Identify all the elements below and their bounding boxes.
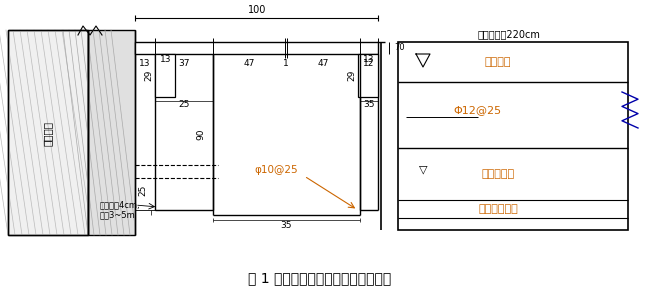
Text: 90: 90 xyxy=(196,129,205,140)
Text: 12: 12 xyxy=(363,59,375,68)
Text: 内轨顶面: 内轨顶面 xyxy=(485,57,511,67)
Text: 25: 25 xyxy=(139,184,148,196)
Bar xyxy=(398,42,628,230)
Text: 47: 47 xyxy=(317,59,329,68)
Text: ▽: ▽ xyxy=(419,164,427,174)
Text: 35: 35 xyxy=(281,220,292,229)
Bar xyxy=(8,30,88,235)
Text: 无砟轨道垫层: 无砟轨道垫层 xyxy=(478,204,518,214)
Text: 70: 70 xyxy=(394,44,404,52)
Text: 47: 47 xyxy=(243,59,255,68)
Text: 1: 1 xyxy=(283,59,289,68)
Bar xyxy=(358,54,379,97)
Bar xyxy=(135,42,379,54)
Text: 间距3~5m: 间距3~5m xyxy=(100,211,135,220)
Text: Φ12@25: Φ12@25 xyxy=(453,105,501,115)
Text: 29: 29 xyxy=(144,70,154,81)
Text: 25: 25 xyxy=(178,100,190,109)
Text: 正线距中距220cm: 正线距中距220cm xyxy=(478,29,541,39)
Text: 100: 100 xyxy=(248,5,266,15)
Bar xyxy=(155,54,175,97)
Text: 道床板底面: 道床板底面 xyxy=(481,169,515,179)
Text: 35: 35 xyxy=(363,100,375,109)
Text: 图 1 水沟及通信信号电缆槽结构详图: 图 1 水沟及通信信号电缆槽结构详图 xyxy=(248,271,392,285)
Text: 13: 13 xyxy=(362,55,374,64)
Text: 流水槽宽4cm,: 流水槽宽4cm, xyxy=(100,200,141,209)
Bar xyxy=(88,30,135,235)
Text: φ10@25: φ10@25 xyxy=(254,165,298,175)
Text: 37: 37 xyxy=(178,59,190,68)
Text: 13: 13 xyxy=(139,59,151,68)
Text: 29: 29 xyxy=(348,70,357,81)
Text: 二衬边墙: 二衬边墙 xyxy=(43,121,53,146)
Text: 13: 13 xyxy=(159,55,171,64)
